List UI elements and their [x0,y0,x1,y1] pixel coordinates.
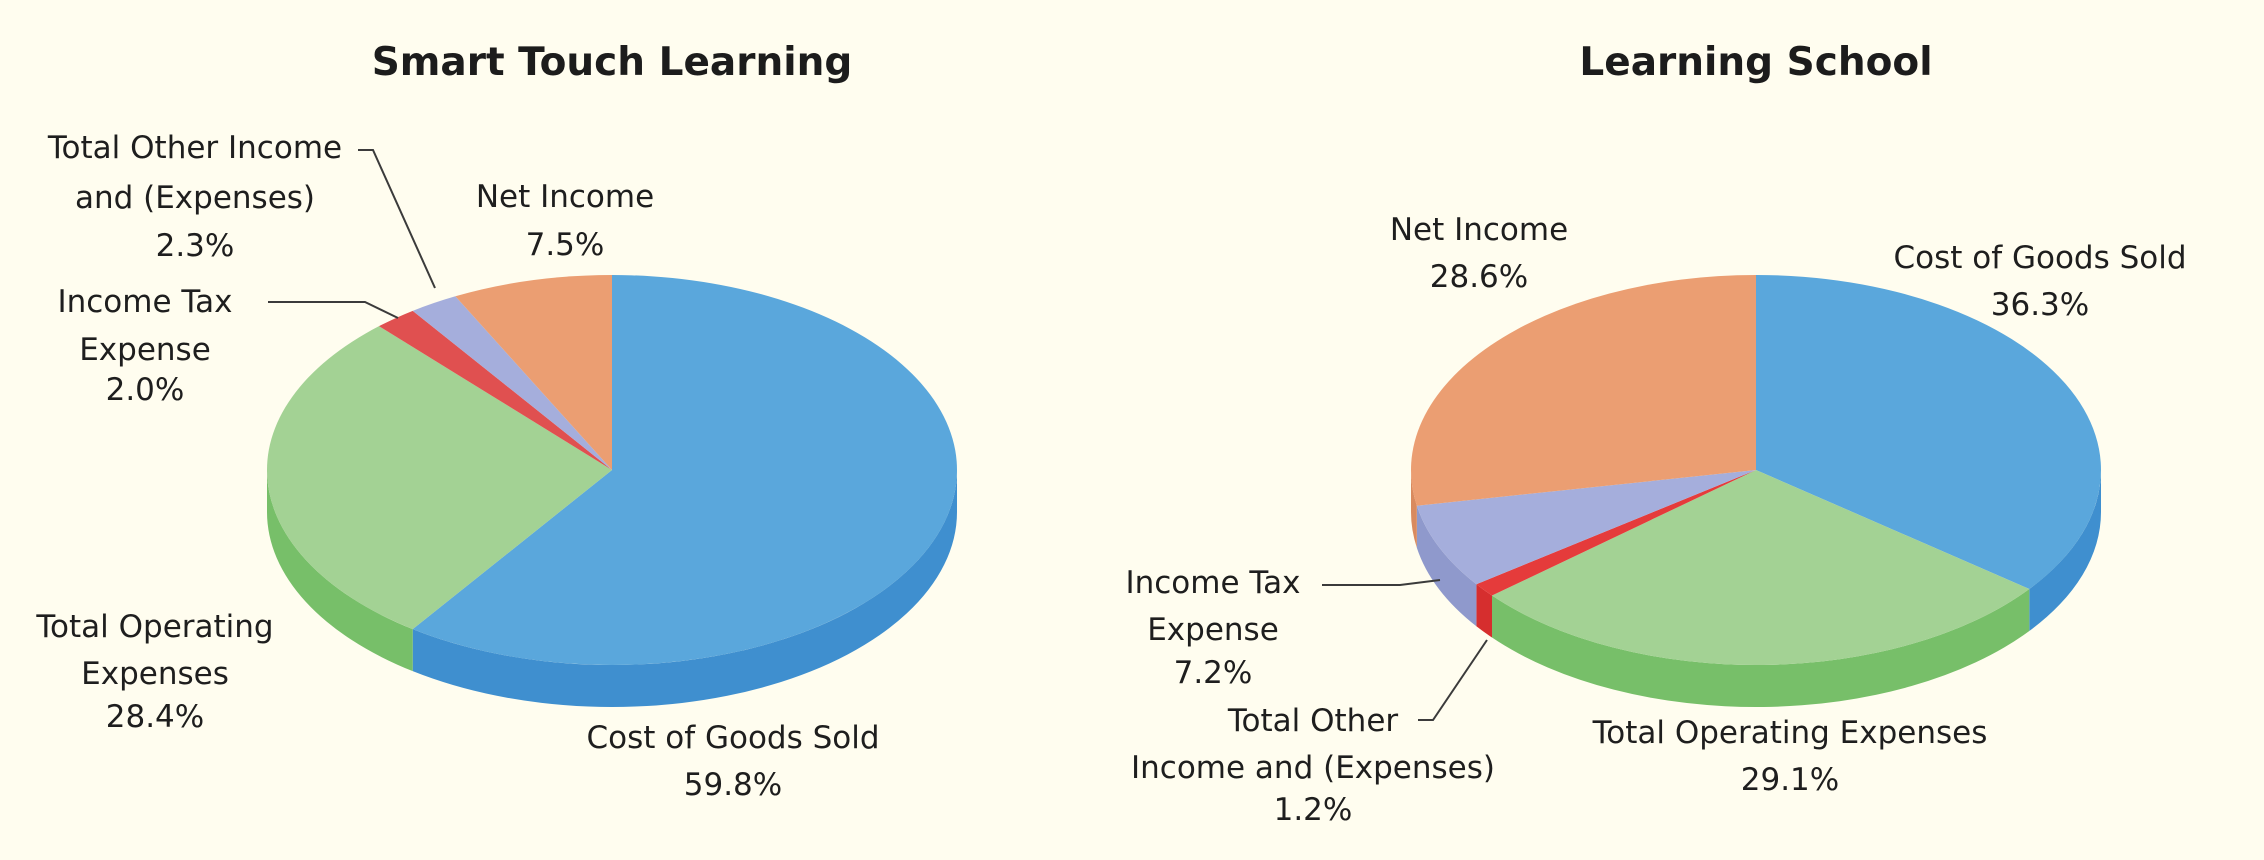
stl-tax-leader [268,301,399,319]
stl-opex-label-line1: Total Operating [35,609,273,645]
ls-tax-label-line1: Income Tax [1125,565,1300,601]
ls-tax-leader [1322,579,1441,586]
stl-opex-slice-side [267,470,413,672]
stl-other-label-line1: Total Other Income [47,130,342,166]
ls-pie [1411,275,2101,708]
ls-other-label-pct: 1.2% [1274,792,1353,828]
ls-chart-title: Learning School [1579,40,1932,85]
ls-opex-slice [1492,470,2030,665]
stl-opex-label-pct: 28.4% [106,699,204,735]
stl-net-label-line1: Net Income [476,179,654,215]
stl-opex-slice [266,326,612,630]
stl-chart-title: Smart Touch Learning [372,40,853,85]
ls-other-slice-side [1476,584,1493,638]
ls-pie-chart: Learning School Net Income 28.6% Cost of… [1125,40,2186,828]
ls-cogs-slice [1756,275,2101,590]
ls-other-slice [1476,470,1756,596]
ls-opex-label-line1: Total Operating Expenses [1592,715,1988,751]
stl-cogs-slice [412,275,957,665]
ls-net-slice [1411,275,1756,506]
ls-cogs-slice-side [2029,470,2101,632]
stl-pie [266,275,957,707]
ls-tax-slice [1416,470,1756,585]
ls-tax-slice-side [1416,505,1477,627]
stl-tax-label-pct: 2.0% [106,372,185,408]
stl-tax-label-line1: Income Tax [57,284,232,320]
stl-opex-label-line2: Expenses [81,656,229,692]
ls-net-label-line1: Net Income [1390,212,1568,248]
ls-other-leader [1418,639,1488,721]
stl-other-slice [412,296,612,470]
stl-pie-chart: Smart Touch Learning Total Other Income … [35,40,957,803]
stl-other-label-line2: and (Expenses) [75,180,315,216]
ls-other-label-line1: Total Other [1227,703,1399,739]
stl-other-leader [358,149,436,289]
ls-opex-slice-side [1492,589,2030,708]
stl-cogs-label-pct: 59.8% [684,767,782,803]
ls-net-label-pct: 28.6% [1430,259,1528,295]
stl-tax-label-line2: Expense [79,332,211,368]
stl-tax-slice [379,310,612,470]
ls-tax-label-line2: Expense [1147,612,1279,648]
ls-opex-label-pct: 29.1% [1741,762,1839,798]
ls-net-slice-side [1411,470,1417,548]
ls-cogs-label-pct: 36.3% [1991,287,2089,323]
ls-tax-label-pct: 7.2% [1174,655,1253,691]
stl-net-label-pct: 7.5% [526,227,605,263]
stl-other-label-pct: 2.3% [156,228,235,264]
ls-cogs-label-line1: Cost of Goods Sold [1893,240,2186,276]
stl-cogs-label-line1: Cost of Goods Sold [586,720,879,756]
stl-net-slice [455,275,612,470]
stl-cogs-slice-side [412,470,957,707]
ls-other-label-line2: Income and (Expenses) [1131,750,1495,786]
